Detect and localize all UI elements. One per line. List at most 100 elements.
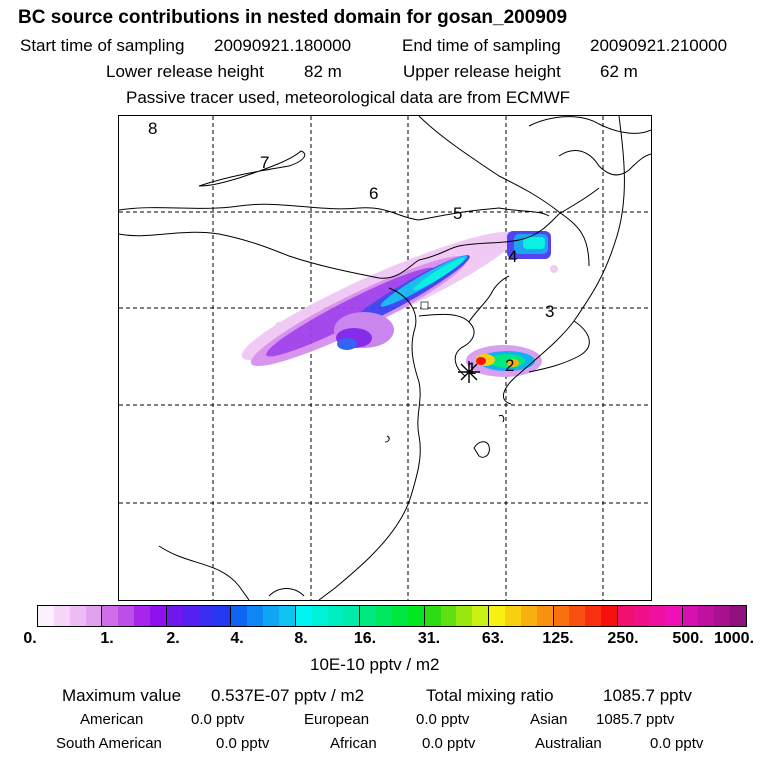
map-canvas: 1 2 3 4 5 6 7 8 (119, 116, 651, 600)
upper-height-label: Upper release height (403, 62, 561, 81)
south-american-label: South American (56, 735, 162, 752)
region-label-4: 4 (508, 247, 517, 266)
total-mixing-value: 1085.7 pptv (603, 686, 692, 705)
colorbar-tick: 500. (672, 630, 704, 647)
colorbar-segment (360, 606, 425, 626)
colorbar-swatch (150, 606, 166, 626)
colorbar-swatch (440, 606, 457, 626)
australian-label: Australian (535, 735, 602, 752)
colorbar-segment (489, 606, 554, 626)
colorbar-swatch (665, 606, 682, 626)
colorbar-swatch (601, 606, 618, 626)
colorbar-swatch (633, 606, 650, 626)
colorbar-segment (295, 606, 361, 626)
colorbar-tick: 16. (353, 630, 377, 647)
asian-value: 1085.7 pptv (596, 711, 675, 728)
max-value: 0.537E-07 pptv / m2 (211, 686, 365, 705)
start-time-label: Start time of sampling (20, 36, 185, 55)
colorbar-swatch (311, 606, 328, 626)
colorbar-tick: 1000. (713, 630, 755, 647)
end-time-value: 20090921.210000 (590, 36, 728, 55)
colorbar-swatch (649, 606, 666, 626)
colorbar-swatch (505, 606, 521, 626)
asian-label: Asian (530, 711, 568, 728)
colorbar-swatch (231, 606, 248, 626)
colorbar-swatch (69, 606, 86, 626)
lower-height-label: Lower release height (106, 62, 264, 81)
region-label-6: 6 (369, 184, 378, 203)
colorbar-swatch (376, 606, 392, 626)
colorbar-tick: 1. (100, 630, 114, 647)
south-american-value: 0.0 pptv (216, 735, 270, 752)
colorbar-swatch (682, 606, 699, 626)
figure-title: BC source contributions in nested domain… (18, 7, 568, 28)
colorbar-tick: 250. (607, 630, 639, 647)
colorbar (37, 605, 747, 627)
colorbar-segment (682, 606, 746, 626)
concentration-plume (241, 231, 558, 377)
american-value: 0.0 pptv (191, 711, 245, 728)
region-label-2: 2 (505, 356, 514, 375)
colorbar-swatch (263, 606, 279, 626)
colorbar-swatch (714, 606, 731, 626)
colorbar-segment (553, 606, 619, 626)
european-label: European (304, 711, 370, 728)
colorbar-swatch (134, 606, 151, 626)
european-value: 0.0 pptv (416, 711, 470, 728)
colorbar-swatch (38, 606, 54, 626)
colorbar-swatch (569, 606, 586, 626)
colorbar-segment (102, 606, 167, 626)
colorbar-swatch (424, 606, 441, 626)
colorbar-tick: 4. (230, 630, 244, 647)
region-label-3: 3 (545, 302, 554, 321)
colorbar-swatch (343, 606, 360, 626)
colorbar-tick: 31. (417, 630, 441, 647)
colorbar-swatch (489, 606, 506, 626)
start-time-value: 20090921.180000 (214, 36, 352, 55)
african-label: African (330, 735, 377, 752)
region-label-8: 8 (148, 119, 157, 138)
colorbar-swatch (472, 606, 489, 626)
total-mixing-label: Total mixing ratio (426, 686, 554, 705)
colorbar-tick: 63. (481, 630, 505, 647)
colorbar-swatch (295, 606, 312, 626)
region-label-7: 7 (260, 153, 269, 172)
colorbar-swatch (118, 606, 135, 626)
colorbar-swatch (247, 606, 264, 626)
region-label-5: 5 (453, 204, 462, 223)
colorbar-swatch (520, 606, 537, 626)
colorbar-swatch (85, 606, 102, 626)
colorbar-swatch (166, 606, 183, 626)
colorbar-swatch (278, 606, 295, 626)
colorbar-swatch (360, 606, 377, 626)
colorbar-segment (166, 606, 232, 626)
colorbar-tick: 0. (23, 630, 37, 647)
colorbar-swatch (618, 606, 634, 626)
colorbar-swatch (553, 606, 570, 626)
colorbar-swatch (182, 606, 199, 626)
colorbar-segment (231, 606, 296, 626)
american-label: American (80, 711, 144, 728)
colorbar-swatch (407, 606, 424, 626)
max-value-label: Maximum value (62, 686, 182, 705)
colorbar-segment (38, 606, 103, 626)
colorbar-tick: 2. (166, 630, 180, 647)
colorbar-swatch (730, 606, 746, 626)
tracer-note: Passive tracer used, meteorological data… (126, 88, 571, 107)
colorbar-unit: 10E-10 pptv / m2 (310, 655, 440, 674)
colorbar-swatch (327, 606, 344, 626)
star-icon (458, 361, 480, 383)
colorbar-swatch (585, 606, 602, 626)
colorbar-swatch (198, 606, 215, 626)
colorbar-swatch (536, 606, 553, 626)
colorbar-swatch (391, 606, 408, 626)
colorbar-swatch (698, 606, 715, 626)
map-panel: 1 2 3 4 5 6 7 8 (118, 115, 652, 601)
african-value: 0.0 pptv (422, 735, 476, 752)
colorbar-segment (424, 606, 490, 626)
coastlines (119, 116, 651, 600)
colorbar-swatch (456, 606, 473, 626)
colorbar-swatch (53, 606, 70, 626)
colorbar-swatch (214, 606, 231, 626)
colorbar-tick: 125. (542, 630, 574, 647)
